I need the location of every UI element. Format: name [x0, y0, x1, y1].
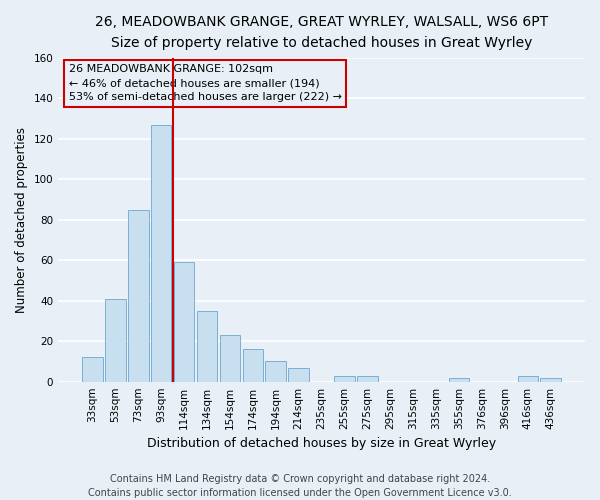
- Bar: [82, 358, 103, 382]
- Title: 26, MEADOWBANK GRANGE, GREAT WYRLEY, WALSALL, WS6 6PT
Size of property relative : 26, MEADOWBANK GRANGE, GREAT WYRLEY, WAL…: [95, 15, 548, 50]
- Bar: [265, 362, 286, 382]
- Bar: [242, 350, 263, 382]
- Text: 26 MEADOWBANK GRANGE: 102sqm
← 46% of detached houses are smaller (194)
53% of s: 26 MEADOWBANK GRANGE: 102sqm ← 46% of de…: [69, 64, 342, 102]
- Bar: [334, 376, 355, 382]
- Bar: [151, 124, 172, 382]
- Bar: [105, 298, 125, 382]
- Bar: [357, 376, 378, 382]
- Bar: [449, 378, 469, 382]
- Bar: [174, 262, 194, 382]
- Bar: [220, 335, 240, 382]
- Bar: [289, 368, 309, 382]
- Bar: [541, 378, 561, 382]
- Bar: [197, 311, 217, 382]
- Y-axis label: Number of detached properties: Number of detached properties: [15, 126, 28, 312]
- Bar: [128, 210, 149, 382]
- X-axis label: Distribution of detached houses by size in Great Wyrley: Distribution of detached houses by size …: [147, 437, 496, 450]
- Text: Contains HM Land Registry data © Crown copyright and database right 2024.
Contai: Contains HM Land Registry data © Crown c…: [88, 474, 512, 498]
- Bar: [518, 376, 538, 382]
